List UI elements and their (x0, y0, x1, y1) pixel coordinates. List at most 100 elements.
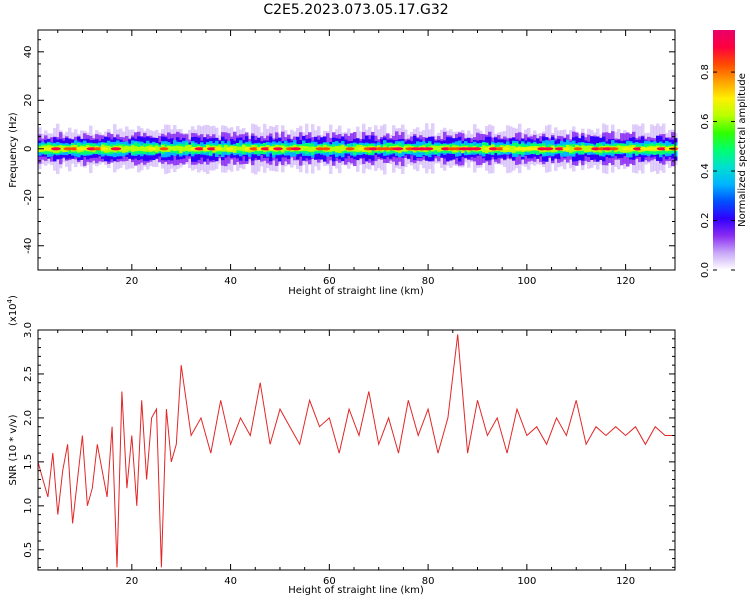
heatmap-cell (311, 146, 315, 152)
heatmap-peak (93, 147, 103, 151)
heatmap-peak (470, 147, 482, 151)
heatmap-cell (305, 146, 309, 151)
heatmap-y-axis-label: Frequency (Hz) (8, 112, 19, 188)
heatmap-peak (315, 147, 325, 151)
heatmap-cell (233, 145, 237, 153)
snr-x-tick-label: 80 (422, 576, 435, 587)
heatmap-y-tick-label: -40 (23, 238, 34, 254)
heatmap-y-tick-label: -20 (23, 189, 34, 205)
heatmap-cell (182, 146, 186, 152)
heatmap-x-tick-label: 100 (517, 276, 536, 287)
heatmap-cell (572, 146, 576, 152)
snr-scale-factor: (x104) (6, 295, 19, 326)
heatmap-cell (134, 146, 138, 152)
snr-x-tick-label: 40 (224, 576, 237, 587)
heatmap-cell (356, 145, 360, 152)
heatmap-cell (170, 146, 174, 151)
snr-plot-area (38, 330, 675, 570)
heatmap-peak (214, 147, 222, 151)
snr-scale-exponent: 4 (6, 298, 14, 303)
heatmap-cell (143, 146, 147, 152)
snr-y-tick-label: 1.5 (23, 454, 34, 470)
heatmap-peak (321, 147, 331, 151)
colorbar: 0.0 0.2 0.4 0.6 0.8 Normalized spectral ampl… (700, 30, 748, 278)
heatmap-cell (302, 146, 306, 151)
snr-scale-close: ) (8, 295, 19, 299)
heatmap-peak (51, 147, 61, 151)
heatmap-peak (226, 147, 234, 151)
heatmap-y-tick-label: 20 (23, 94, 34, 107)
heatmap-x-ticks: 20 40 60 80 100 120 (57, 30, 676, 287)
heatmap-peak (159, 147, 169, 151)
heatmap-peak (664, 147, 672, 151)
heatmap-peak (194, 147, 206, 151)
snr-y-axis-label: SNR (10 * v/v) (8, 414, 19, 485)
heatmap-peak (520, 147, 528, 151)
heatmap-peak (422, 147, 434, 151)
heatmap-cell (587, 145, 591, 152)
heatmap-x-tick-label: 120 (616, 276, 635, 287)
heatmap-cell (167, 145, 171, 152)
heatmap-cell (155, 145, 159, 153)
heatmap-peak (100, 147, 108, 151)
snr-line-plot: 20 40 60 80 100 120 0.5 1.0 1.5 2.0 2.5 3.0 Height… (6, 295, 676, 596)
colorbar-tick-label: 0.6 (700, 114, 711, 130)
heatmap-peak (640, 147, 648, 151)
heatmap-cell (239, 146, 243, 151)
snr-series-line (37, 334, 675, 568)
heatmap-peak (76, 147, 84, 151)
heatmap-cell (338, 146, 342, 153)
colorbar-ticks: 0.0 0.2 0.4 0.6 0.8 (700, 64, 735, 278)
heatmap-cell (224, 145, 228, 152)
heatmap-peak (622, 147, 630, 151)
snr-x-tick-label: 100 (517, 576, 536, 587)
colorbar-tick-label: 0.4 (700, 163, 711, 179)
heatmap-cell (188, 144, 192, 152)
heatmap-peak (609, 147, 619, 151)
heatmap-cell (341, 144, 345, 152)
heatmap-y-ticks: -40 -20 0 20 40 (23, 39, 675, 271)
snr-x-ticks: 20 40 60 80 100 120 (57, 330, 676, 587)
heatmap-y-tick-label: 40 (23, 45, 34, 58)
colorbar-tick-label: 0.2 (700, 213, 711, 229)
heatmap-cell (242, 144, 246, 152)
heatmap-peak (573, 147, 583, 151)
heatmap-peak (260, 147, 272, 151)
snr-y-tick-label: 3.0 (23, 322, 34, 338)
heatmap-y-tick-label: 0 (23, 146, 34, 152)
heatmap-peak (495, 147, 505, 151)
snr-y-tick-label: 2.5 (23, 366, 34, 382)
heatmap-cell (236, 146, 240, 151)
heatmap-cell (308, 146, 312, 152)
heatmap-cell (125, 145, 129, 153)
heatmap-cell (38, 146, 42, 153)
heatmap-cell (512, 145, 516, 153)
heatmap-cell (569, 145, 573, 153)
frequency-heatmap-plot: 20 40 60 80 100 120 -40 -20 0 20 40 Height of str… (8, 29, 679, 297)
heatmap-peak (392, 147, 404, 151)
heatmap-peak (110, 147, 122, 151)
heatmap-peak (358, 147, 366, 151)
heatmap-cell (353, 146, 357, 152)
heatmap-cell (137, 147, 141, 151)
heatmap-peak (381, 147, 391, 151)
heatmap-peak (554, 147, 566, 151)
heatmap-peak (632, 147, 644, 151)
heatmap-peak (206, 147, 218, 151)
heatmap-peak (244, 147, 252, 151)
heatmap-peak (656, 147, 668, 151)
figure-title: C2E5.2023.073.05.17.G32 (263, 2, 449, 18)
heatmap-cell (437, 146, 441, 152)
heatmap-peak (291, 147, 301, 151)
heatmap-x-tick-label: 40 (224, 276, 237, 287)
heatmap-cell (179, 146, 183, 154)
colorbar-label: Normalized spectral amplitude (737, 73, 748, 227)
snr-y-tick-label: 1.0 (23, 498, 34, 514)
heatmap-peak (345, 147, 355, 151)
heatmap-cell (146, 146, 150, 152)
heatmap-cell (620, 145, 624, 153)
heatmap-peak (69, 147, 79, 151)
snr-frame (37, 329, 676, 571)
heatmap-cell (59, 145, 63, 152)
heatmap-cell (584, 145, 588, 153)
